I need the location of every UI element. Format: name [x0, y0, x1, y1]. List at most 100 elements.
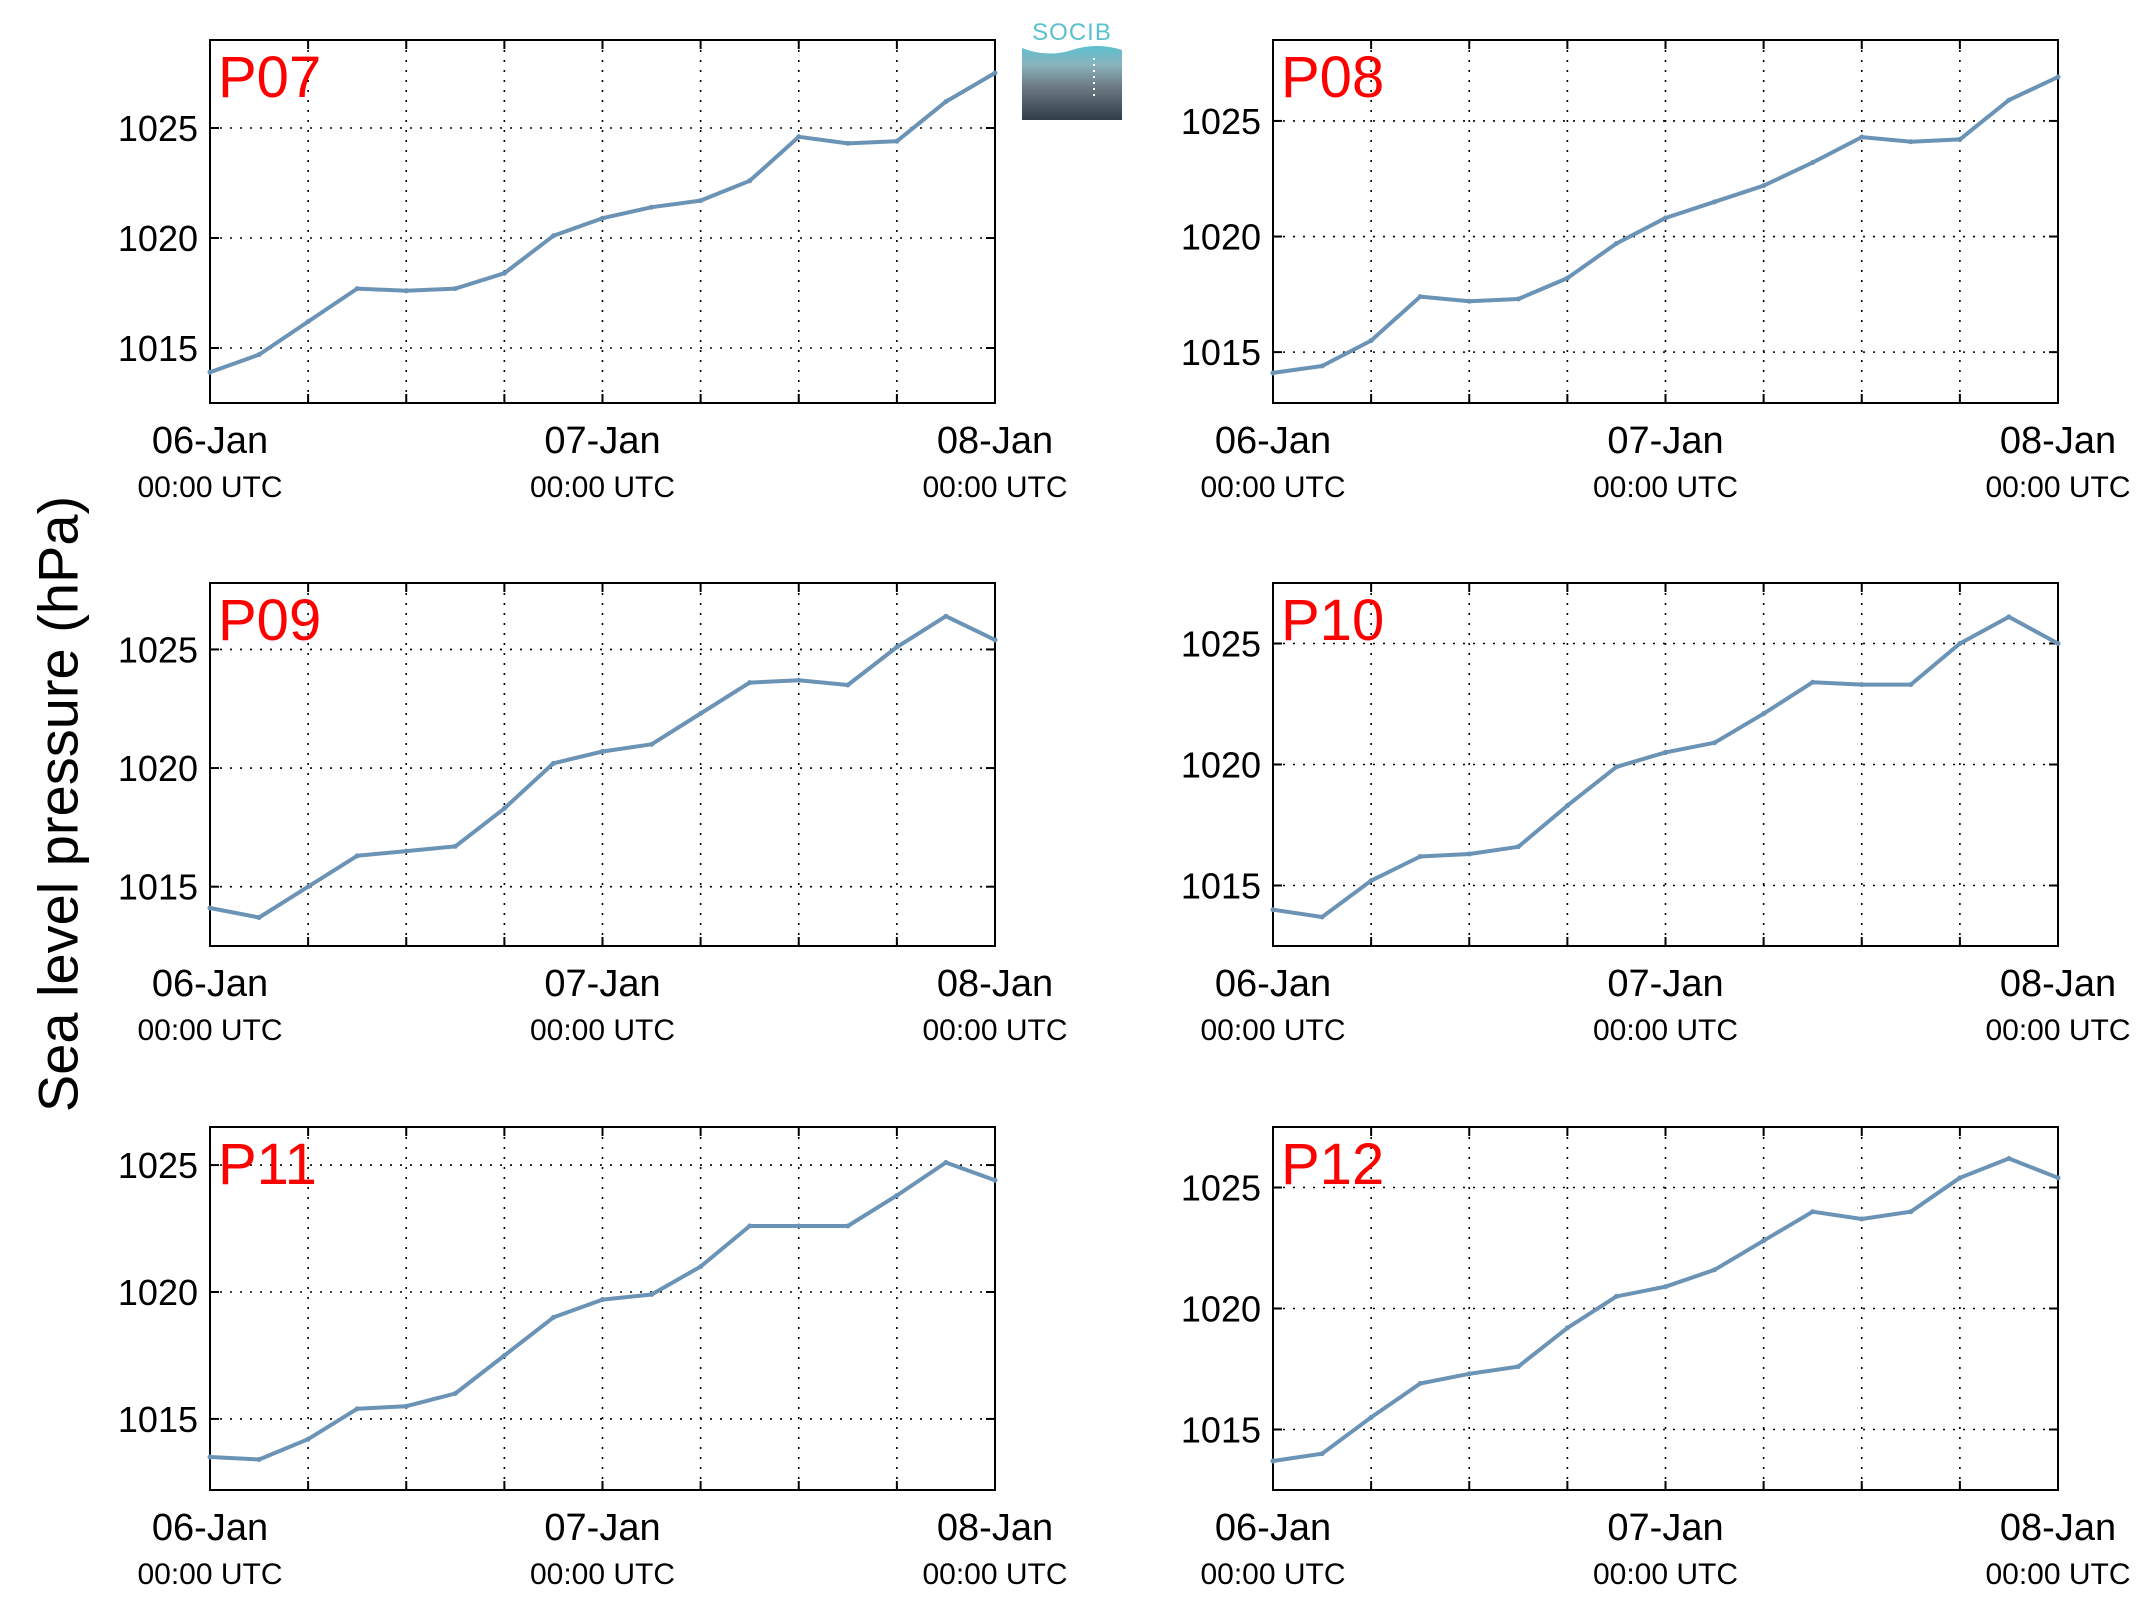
data-point: [1613, 1293, 1619, 1299]
series-line: [208, 71, 997, 375]
data-point: [2055, 74, 2061, 80]
panel-title: P09: [218, 588, 321, 653]
x-tick-label-time: 00:00 UTC: [1985, 1558, 2130, 1591]
panel-p08: 1015 1020 1025 06-Jan 00:00 UTC 07-Jan 00:00 U…: [1181, 39, 2131, 504]
data-point: [207, 1454, 213, 1460]
data-point: [1663, 215, 1668, 221]
data-point: [1417, 853, 1423, 859]
data-point: [305, 319, 311, 325]
x-tick-label-time: 00:00 UTC: [1985, 471, 2130, 504]
data-point: [1368, 1414, 1374, 1420]
data-point: [1761, 711, 1767, 717]
x-tick-label-time: 00:00 UTC: [530, 1014, 675, 1047]
x-tick-label-time: 00:00 UTC: [1593, 1014, 1738, 1047]
data-point: [943, 613, 949, 619]
data-point: [1564, 1325, 1570, 1331]
data-point: [600, 1297, 605, 1303]
panel-title: P12: [1281, 1132, 1384, 1197]
data-point: [1663, 749, 1668, 755]
data-point: [796, 677, 802, 683]
data-point: [1515, 1364, 1521, 1370]
data-point: [354, 853, 360, 859]
y-tick-label: 1025: [1181, 1168, 1261, 1209]
series-line: [1271, 614, 2060, 919]
series-line: [208, 614, 997, 920]
data-point: [1761, 1238, 1767, 1244]
data-point: [256, 1457, 262, 1463]
x-tick-label-day: 06-Jan: [1215, 963, 1331, 1005]
data-point: [1270, 907, 1276, 913]
panel-p10: 1015 1020 1025 06-Jan 00:00 UTC 07-Jan 00:00 U…: [1181, 582, 2131, 1047]
data-point: [452, 286, 458, 292]
y-tick-label: 1015: [1181, 866, 1261, 907]
data-point: [403, 848, 409, 854]
x-tick-label-time: 00:00 UTC: [137, 471, 282, 504]
panel-p09: 1015 1020 1025 06-Jan 00:00 UTC 07-Jan 00:00 U…: [118, 582, 1068, 1047]
data-point: [992, 70, 998, 76]
y-tick-label: 1025: [118, 629, 198, 670]
data-point: [845, 1223, 851, 1229]
y-tick-label: 1025: [1181, 624, 1261, 665]
data-point: [943, 99, 949, 105]
x-tick-label-day: 07-Jan: [1607, 1507, 1723, 1549]
data-point: [600, 748, 605, 754]
y-tick-label: 1015: [118, 867, 198, 908]
panel-p07: 1015 1020 1025 06-Jan 00:00 UTC 07-Jan 00:00 U…: [118, 39, 1068, 504]
data-point: [1564, 803, 1570, 809]
x-tick-label-day: 06-Jan: [1215, 1507, 1331, 1549]
y-axis-label: Sea level pressure (hPa): [26, 495, 90, 1113]
data-point: [1466, 851, 1472, 857]
data-point: [550, 760, 556, 766]
x-tick-label-day: 07-Jan: [544, 420, 660, 462]
x-tick-label-time: 00:00 UTC: [137, 1558, 282, 1591]
data-point: [1957, 136, 1963, 142]
data-point: [1417, 1381, 1423, 1387]
data-point: [1712, 740, 1718, 746]
data-point: [1712, 199, 1718, 205]
data-point: [2055, 641, 2061, 646]
data-point: [1859, 682, 1865, 688]
x-tick-label-day: 07-Jan: [1607, 420, 1723, 462]
data-point: [796, 134, 802, 140]
data-point: [2055, 1175, 2061, 1181]
x-tick-label-time: 00:00 UTC: [922, 1558, 1067, 1591]
x-tick-label-day: 06-Jan: [1215, 420, 1331, 462]
socib-logo: SOCIB: [1022, 19, 1122, 120]
x-tick-label-day: 06-Jan: [152, 1507, 268, 1549]
x-tick-label-day: 08-Jan: [937, 420, 1053, 462]
x-tick-label-time: 00:00 UTC: [1200, 471, 1345, 504]
data-point: [747, 178, 753, 184]
y-tick-label: 1020: [118, 1272, 198, 1313]
x-tick-label-day: 07-Jan: [544, 963, 660, 1005]
data-point: [2006, 97, 2012, 103]
panel-title: P08: [1281, 45, 1384, 110]
data-point: [305, 1436, 311, 1442]
data-point: [649, 204, 655, 210]
data-point: [2006, 1155, 2012, 1161]
data-point: [1466, 1371, 1472, 1377]
data-point: [1417, 294, 1423, 300]
data-point: [1663, 1284, 1668, 1290]
data-point: [2006, 614, 2012, 620]
data-point: [354, 1406, 360, 1412]
data-point: [894, 1193, 900, 1199]
x-tick-label-day: 08-Jan: [2000, 1507, 2116, 1549]
data-point: [501, 270, 507, 276]
data-point: [600, 215, 605, 221]
data-point: [845, 682, 851, 688]
data-point: [1368, 878, 1374, 884]
y-tick-label: 1025: [1181, 101, 1261, 142]
data-point: [1957, 1175, 1963, 1181]
data-point: [943, 1160, 949, 1166]
data-point: [1712, 1267, 1718, 1273]
x-tick-label-day: 07-Jan: [544, 1507, 660, 1549]
data-point: [1270, 370, 1276, 376]
data-point: [207, 905, 213, 911]
x-tick-label-time: 00:00 UTC: [137, 1014, 282, 1047]
x-tick-label-time: 00:00 UTC: [1200, 1014, 1345, 1047]
data-point: [403, 1403, 409, 1409]
x-tick-label-day: 08-Jan: [937, 963, 1053, 1005]
data-point: [992, 637, 998, 643]
data-point: [1564, 275, 1570, 281]
data-point: [698, 710, 704, 716]
